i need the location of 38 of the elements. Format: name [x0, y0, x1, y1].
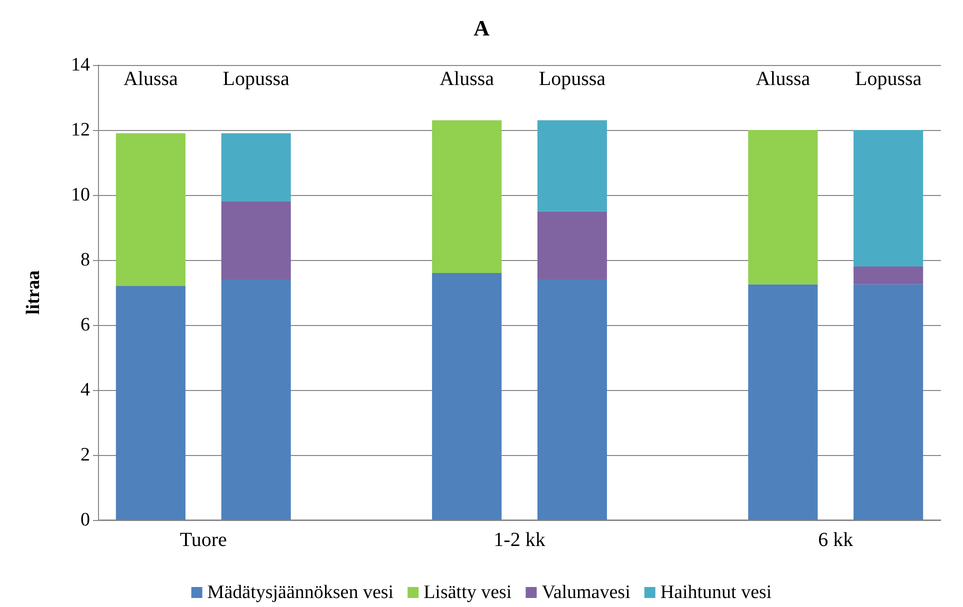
bar	[537, 120, 607, 212]
y-tick-label: 6	[80, 314, 90, 336]
y-tick-label: 10	[71, 184, 90, 206]
legend-label: Mädätysjäännöksen vesi	[207, 582, 394, 603]
bar	[748, 130, 818, 284]
bar	[221, 202, 291, 280]
y-tick-label: 4	[80, 380, 90, 400]
y-tick-label: 0	[80, 510, 90, 530]
y-tick-label: 14	[71, 54, 90, 76]
bar	[854, 284, 924, 520]
bar	[854, 266, 924, 284]
x-tick-label: Lopussa	[538, 68, 606, 90]
text: 1-2 kk	[494, 529, 546, 551]
bar	[537, 211, 607, 280]
legend-label: Haihtunut vesi	[660, 582, 772, 603]
chart-title: A	[474, 16, 490, 40]
legend-label: Lisätty vesi	[424, 582, 512, 603]
legend-label: Valumavesi	[542, 582, 630, 603]
y-tick-label: 2	[80, 444, 90, 466]
x-tick-label: Alussa	[756, 68, 810, 90]
bar	[221, 280, 291, 520]
y-axis-title: litraa	[23, 270, 44, 315]
y-tick-label: 8	[80, 250, 90, 270]
bar	[854, 130, 924, 266]
text: Tuore	[180, 529, 228, 551]
bar	[221, 133, 291, 202]
bar	[432, 273, 502, 520]
y-tick-label: 12	[71, 120, 90, 140]
x-tick-label: Lopussa	[854, 68, 922, 90]
text: 6 kk	[818, 529, 854, 551]
x-tick-label: Alussa	[123, 68, 178, 90]
bar	[116, 286, 186, 520]
bar	[116, 133, 186, 286]
bar	[537, 280, 607, 520]
x-tick-label: Lopussa	[222, 68, 290, 90]
bar	[748, 284, 818, 520]
bar	[432, 120, 502, 273]
x-tick-label: Alussa	[440, 68, 494, 90]
